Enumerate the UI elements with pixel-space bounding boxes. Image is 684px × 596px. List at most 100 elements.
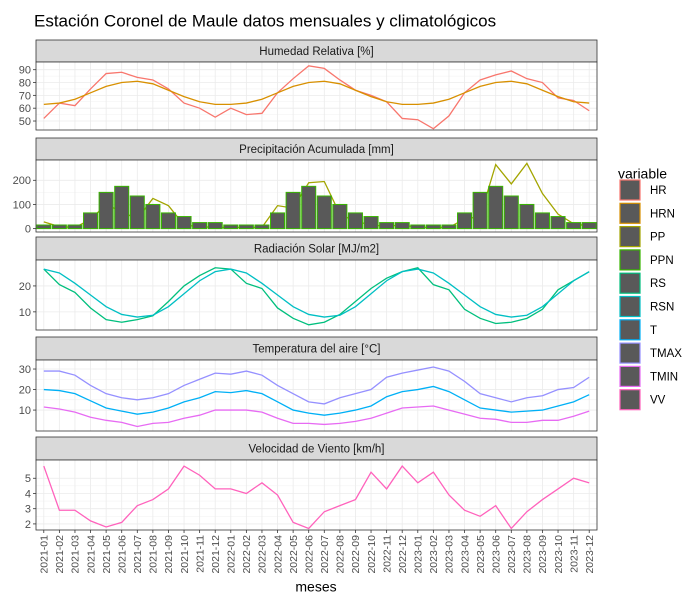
panel-border [35, 61, 598, 131]
x-tick-label: 2021-02 [54, 535, 66, 574]
strip-label: Temperatura del aire [°C] [253, 344, 381, 356]
y-tick-label: 90 [19, 65, 31, 77]
y-tick-label: 200 [13, 175, 31, 187]
panel-bg [36, 160, 597, 232]
chart-title: Estación Coronel de Maule datos mensuale… [34, 11, 496, 30]
y-tick-label: 10 [19, 405, 31, 417]
legend-key [619, 202, 641, 224]
legend-title: variable [618, 166, 667, 182]
legend-label: RSN [650, 302, 674, 314]
bar [160, 212, 176, 230]
x-tick-label: 2022-10 [366, 535, 378, 574]
bar [270, 212, 286, 230]
y-tick-label: 50 [19, 116, 31, 128]
legend-label: RS [650, 278, 666, 290]
bar [363, 216, 379, 230]
x-tick-label: 2023-01 [413, 535, 425, 574]
panel-border [35, 359, 598, 432]
legend-key [619, 249, 641, 271]
x-tick-label: 2021-01 [39, 535, 51, 574]
legend-label: PP [650, 232, 666, 244]
bar [67, 224, 83, 230]
legend-key [619, 319, 641, 341]
bar [550, 216, 566, 230]
x-tick-label: 2023-08 [522, 535, 534, 574]
x-tick-label: 2021-12 [210, 535, 222, 574]
legend-label: HRN [650, 208, 675, 220]
bar [145, 203, 161, 230]
bar [301, 185, 317, 230]
legend-key [619, 342, 641, 364]
bar [457, 212, 473, 230]
x-axis-title: meses [295, 579, 336, 595]
bar [581, 222, 597, 230]
x-tick-label: 2022-06 [303, 535, 315, 574]
x-tick-label: 2021-09 [163, 535, 175, 574]
bar [379, 222, 395, 230]
bar [83, 212, 99, 230]
strip-label: Velocidad de Viento [km/h] [249, 444, 385, 456]
panel-border [35, 459, 598, 531]
legend-label: PPN [650, 255, 674, 267]
x-tick-label: 2022-11 [381, 535, 393, 573]
legend-key [619, 389, 641, 411]
x-tick-label: 2022-07 [319, 535, 331, 574]
x-tick-label: 2023-10 [553, 535, 565, 574]
series-line [43, 267, 590, 326]
x-tick-label: 2022-03 [257, 535, 269, 574]
bar [192, 222, 208, 230]
x-tick-label: 2022-01 [226, 535, 238, 574]
bar [425, 224, 441, 230]
x-tick-label: 2023-12 [584, 535, 596, 574]
x-tick-label: 2021-10 [179, 535, 191, 574]
legend-key [619, 365, 641, 387]
y-tick-label: 4 [25, 488, 31, 500]
panel-border [35, 159, 598, 233]
x-tick-label: 2023-02 [428, 535, 440, 574]
x-tick-label: 2023-06 [490, 535, 502, 574]
bar [534, 212, 550, 230]
x-tick-label: 2021-07 [132, 535, 144, 574]
bar [472, 191, 488, 230]
bar [207, 222, 223, 230]
bar [238, 224, 254, 230]
x-tick-label: 2021-04 [85, 535, 97, 574]
x-tick-label: 2023-07 [506, 535, 518, 574]
legend-label: HR [650, 185, 667, 197]
legend-key [619, 179, 641, 201]
x-tick-label: 2022-09 [350, 535, 362, 574]
bar [129, 195, 145, 230]
x-tick-label: 2022-12 [397, 535, 409, 574]
bar [503, 195, 519, 230]
y-tick-label: 70 [19, 90, 31, 102]
bar [114, 185, 130, 230]
x-tick-label: 2023-09 [537, 535, 549, 574]
bar [332, 203, 348, 230]
y-tick-label: 10 [19, 307, 31, 319]
panel-border [35, 259, 598, 331]
y-tick-label: 0 [25, 224, 31, 236]
bar [285, 191, 301, 230]
x-tick-label: 2022-05 [288, 535, 300, 574]
series-line [43, 366, 590, 405]
strip-label: Radiación Solar [MJ/m2] [254, 244, 379, 256]
y-tick-label: 100 [13, 199, 31, 211]
legend-key [619, 272, 641, 294]
bar [394, 222, 410, 230]
x-tick-label: 2021-08 [148, 535, 160, 574]
y-tick-label: 2 [25, 519, 31, 531]
bar [51, 224, 67, 230]
legend-label: TMIN [650, 371, 678, 383]
bar [316, 195, 332, 230]
legend-key [619, 226, 641, 248]
x-tick-label: 2023-11 [568, 535, 580, 573]
y-tick-label: 30 [19, 364, 31, 376]
panel-bg [36, 360, 597, 431]
y-tick-label: 60 [19, 103, 31, 115]
legend-label: VV [650, 395, 666, 407]
strip-label: Humedad Relativa [%] [259, 46, 373, 58]
bar [98, 191, 114, 230]
x-tick-label: 2021-06 [116, 535, 128, 574]
x-tick-label: 2022-08 [335, 535, 347, 574]
